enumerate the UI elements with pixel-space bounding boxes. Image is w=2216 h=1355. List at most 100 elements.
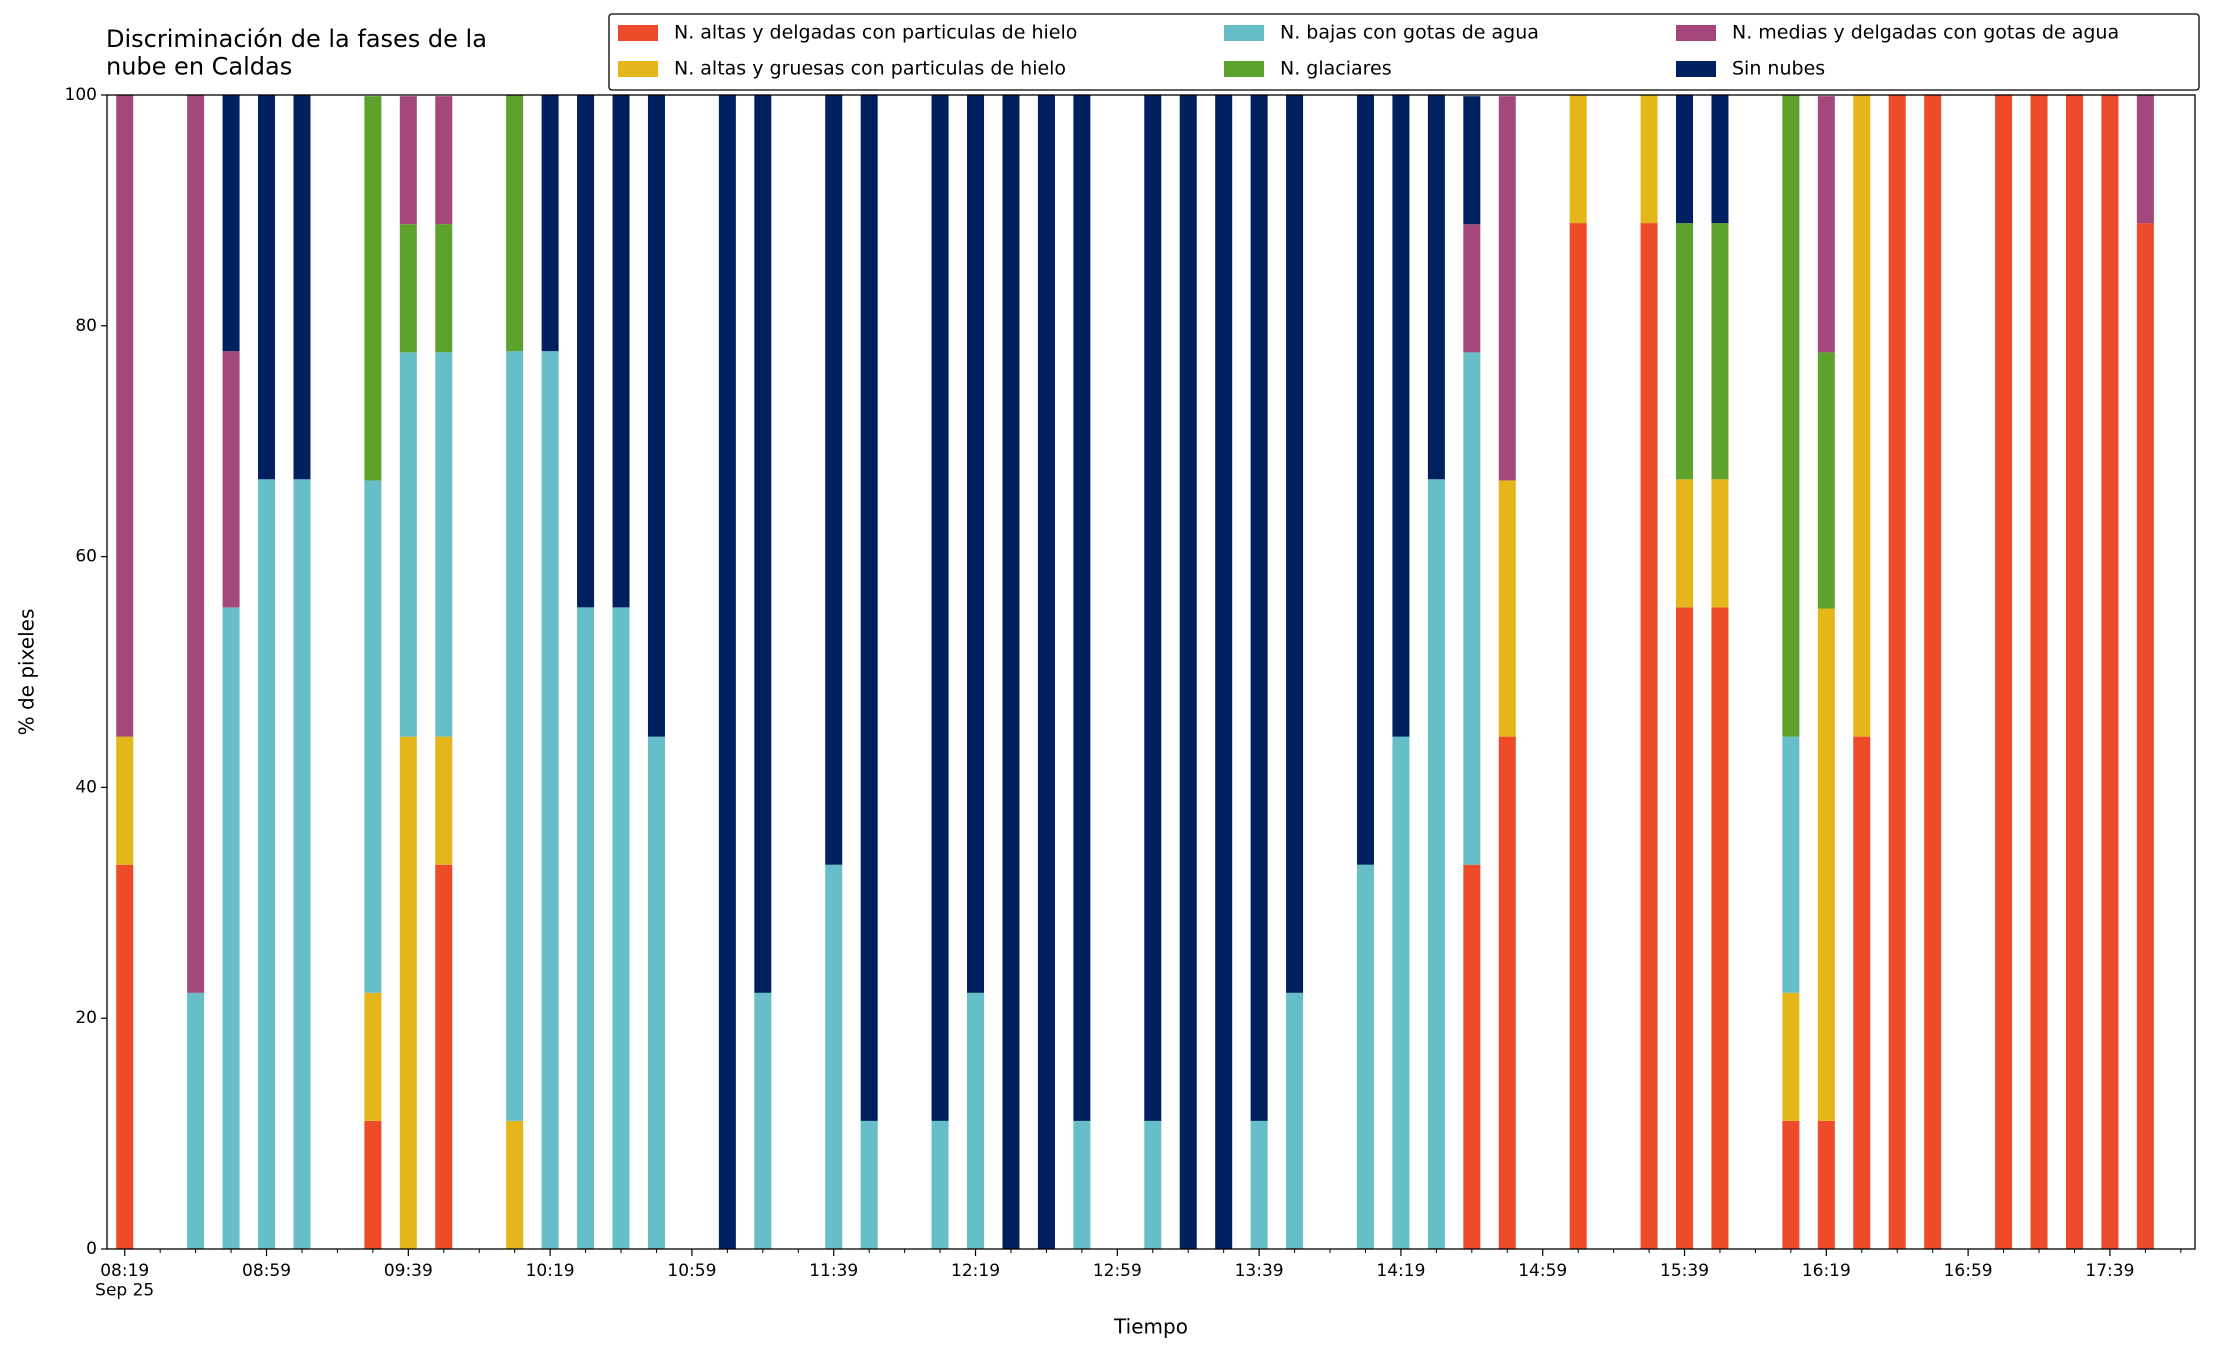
bar-segment: [1817, 1120, 1835, 1249]
y-tick-label: 60: [75, 547, 97, 567]
bar-segment: [1640, 95, 1658, 224]
bar-segment: [647, 95, 665, 737]
bar-segment: [506, 95, 524, 352]
bar-segment: [577, 607, 595, 1249]
bar-segment: [435, 96, 453, 225]
bar-segment: [364, 1120, 382, 1249]
x-tick-label: 15:39: [1660, 1261, 1709, 1281]
bar-segment: [1853, 736, 1871, 1249]
bar-segment: [258, 479, 276, 1250]
bar-segment: [1498, 96, 1516, 481]
bar-segment: [1782, 736, 1800, 993]
bar-segment: [1888, 95, 1906, 1249]
legend-swatch: [1676, 25, 1716, 41]
bar-segment: [116, 95, 134, 737]
y-tick-label: 20: [75, 1008, 97, 1028]
x-tick-label: 13:39: [1235, 1261, 1284, 1281]
y-axis-label: % de pixeles: [15, 609, 39, 736]
x-tick-label: 14:19: [1376, 1261, 1425, 1281]
bar-segment: [1711, 607, 1729, 1249]
bar-segment: [1676, 223, 1694, 480]
bar-segment: [1286, 992, 1304, 1249]
bar-segment: [612, 607, 630, 1249]
x-tick-label: 14:59: [1518, 1261, 1567, 1281]
bar-segment: [399, 224, 417, 353]
bar-segment: [1569, 95, 1587, 224]
bar-segment: [1569, 223, 1587, 1249]
x-axis-label: Tiempo: [1113, 1315, 1188, 1339]
bar-segment: [258, 95, 276, 480]
legend-label: N. glaciares: [1280, 58, 1392, 80]
bar-segment: [222, 351, 240, 608]
bar-segment: [506, 351, 524, 1121]
bar-segment: [1427, 95, 1445, 480]
bar-segment: [967, 95, 985, 993]
bar-segment: [1463, 352, 1481, 865]
x-tick-label: 12:19: [951, 1261, 1000, 1281]
x-tick-label: 16:19: [1802, 1261, 1851, 1281]
y-tick-label: 0: [86, 1239, 97, 1259]
bar-segment: [1782, 992, 1800, 1121]
bar-segment: [718, 95, 736, 1249]
bar-segment: [1463, 224, 1481, 353]
bar-segment: [825, 864, 843, 1249]
bar-segment: [1782, 1120, 1800, 1249]
bar-segment: [1924, 95, 1942, 1249]
bar-segment: [1073, 95, 1091, 1121]
bar-segment: [541, 351, 559, 1249]
legend-swatch: [618, 25, 658, 41]
x-tick-label: 17:39: [2085, 1261, 2134, 1281]
bar-segment: [1392, 736, 1410, 1249]
legend-swatch: [1676, 61, 1716, 77]
bar-segment: [1356, 864, 1374, 1249]
bar-segment: [1676, 607, 1694, 1249]
bar-segment: [860, 1120, 878, 1249]
bar-segment: [1002, 95, 1020, 1249]
bar-segment: [1853, 95, 1871, 737]
x-tick-label: 09:39: [384, 1261, 433, 1281]
bar-segment: [1782, 95, 1800, 737]
bar-segment: [1427, 479, 1445, 1250]
x-tick-label: 10:19: [526, 1261, 575, 1281]
bar-segment: [825, 95, 843, 865]
bar-segment: [506, 1120, 524, 1249]
bar-segment: [1215, 95, 1233, 1249]
bar-segment: [435, 864, 453, 1249]
bar-segment: [931, 95, 949, 1121]
bar-segment: [541, 95, 559, 352]
legend-label: N. bajas con gotas de agua: [1280, 22, 1539, 44]
bar-segment: [860, 95, 878, 1121]
bar-segment: [222, 95, 240, 352]
bar-segment: [1356, 95, 1374, 865]
bar-segment: [754, 992, 772, 1249]
chart-title: Discriminación de la fases de la nube en …: [106, 25, 487, 81]
bar-segment: [1817, 96, 1835, 353]
bar-segment: [222, 607, 240, 1249]
legend-label: N. altas y delgadas con particulas de hi…: [674, 22, 1077, 44]
x-tick-label: 16:59: [1944, 1261, 1993, 1281]
bar-segment: [1711, 479, 1729, 608]
bar-segment: [1817, 352, 1835, 609]
x-tick-label: 08:19 Sep 25: [95, 1261, 154, 1301]
legend-swatch: [1224, 25, 1264, 41]
bar-segment: [931, 1120, 949, 1249]
bar-segment: [364, 992, 382, 1121]
bar-segment: [1463, 864, 1481, 1249]
bar-segment: [399, 96, 417, 225]
bar-segment: [1392, 95, 1410, 737]
bar-segment: [1286, 95, 1304, 993]
y-tick-label: 100: [65, 85, 97, 105]
bar-segment: [1179, 95, 1197, 1249]
bar-segment: [1711, 223, 1729, 480]
bar-segment: [1498, 736, 1516, 1249]
legend-box: [608, 13, 2200, 91]
bar-segment: [399, 736, 417, 1249]
bar-segment: [754, 95, 772, 993]
y-tick-label: 40: [75, 777, 97, 797]
bar-segment: [435, 736, 453, 865]
bar-segment: [577, 95, 595, 608]
x-tick-label: 12:59: [1093, 1261, 1142, 1281]
x-tick-label: 11:39: [809, 1261, 858, 1281]
x-tick-label: 10:59: [667, 1261, 716, 1281]
